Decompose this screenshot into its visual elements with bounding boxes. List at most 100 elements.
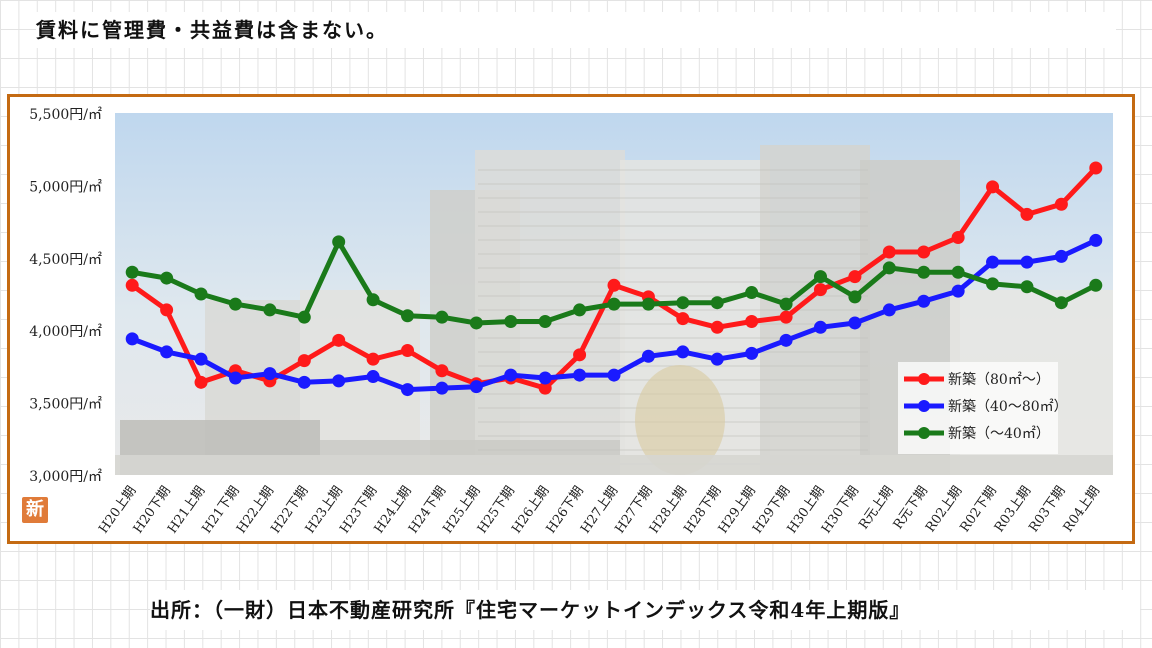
y-tick-label: 4,500円/㎡	[29, 252, 102, 268]
data-point	[882, 245, 896, 259]
data-point	[1054, 296, 1068, 310]
data-point	[297, 354, 311, 368]
street-shape	[115, 455, 1113, 475]
data-point	[882, 261, 896, 275]
series-1	[125, 233, 1103, 397]
data-point	[435, 310, 449, 324]
legend: 新築（80㎡～） 新築（40～80㎡） 新築（～40㎡）	[898, 362, 1068, 454]
data-point	[710, 352, 724, 366]
series-2	[125, 235, 1103, 330]
rent-note: 賃料に管理費・共益費は含まない。	[36, 12, 1116, 48]
data-point	[1020, 255, 1034, 269]
data-point	[641, 297, 655, 311]
data-point	[986, 277, 1000, 291]
data-point	[366, 293, 380, 307]
data-point	[745, 346, 759, 360]
legend-label: 新築（40～80㎡）	[948, 399, 1068, 415]
x-tick-label: R元上期	[856, 484, 896, 533]
data-point	[538, 315, 552, 329]
data-point	[573, 348, 587, 362]
data-point	[125, 278, 139, 292]
data-point	[986, 255, 1000, 269]
data-point	[160, 345, 174, 359]
data-point	[469, 380, 483, 394]
y-tick-label: 5,000円/㎡	[29, 179, 102, 195]
data-point	[160, 303, 174, 317]
y-tick-label: 4,000円/㎡	[29, 324, 102, 340]
data-point	[917, 245, 931, 259]
data-point	[848, 290, 862, 304]
data-point	[194, 375, 208, 389]
data-point	[504, 368, 518, 382]
data-point	[366, 352, 380, 366]
data-point	[676, 312, 690, 326]
data-point	[710, 296, 724, 310]
data-point	[194, 287, 208, 301]
data-point	[194, 352, 208, 366]
data-point	[986, 180, 1000, 194]
data-point	[779, 297, 793, 311]
data-point	[813, 270, 827, 284]
data-point	[676, 345, 690, 359]
data-point	[641, 349, 655, 363]
data-point	[917, 294, 931, 308]
data-point	[160, 271, 174, 285]
data-point	[125, 332, 139, 346]
data-point	[1054, 249, 1068, 263]
y-tick-label: 3,000円/㎡	[29, 469, 102, 485]
data-point	[125, 265, 139, 279]
source-citation: 出所：（一財）日本不動産研究所『住宅マーケットインデックス令和4年上期版』	[150, 590, 1140, 630]
data-point	[401, 343, 415, 357]
data-point	[263, 303, 277, 317]
data-point	[228, 371, 242, 385]
data-point	[745, 315, 759, 329]
data-point	[917, 265, 931, 279]
legend-swatch-marker	[918, 400, 930, 412]
data-point	[401, 309, 415, 323]
data-point	[573, 303, 587, 317]
data-point	[745, 286, 759, 300]
data-point	[573, 368, 587, 382]
legend-label: 新築（～40㎡）	[948, 426, 1050, 442]
y-tick-label: 5,500円/㎡	[29, 107, 102, 123]
legend-swatch-marker	[918, 373, 930, 385]
data-point	[779, 333, 793, 347]
data-point	[676, 296, 690, 310]
data-point	[848, 316, 862, 330]
data-point	[469, 316, 483, 330]
data-point	[538, 381, 552, 395]
data-point	[297, 310, 311, 324]
data-point	[951, 231, 965, 245]
data-point	[1020, 207, 1034, 221]
series-group	[125, 161, 1103, 397]
new-badge-icon: 新	[22, 497, 48, 523]
data-point	[1089, 161, 1103, 175]
data-point	[813, 320, 827, 334]
data-point	[882, 303, 896, 317]
data-point	[435, 364, 449, 378]
data-point	[710, 320, 724, 334]
data-point	[435, 381, 449, 395]
data-point	[538, 371, 552, 385]
data-point	[1054, 197, 1068, 211]
data-point	[263, 367, 277, 381]
data-point	[813, 283, 827, 297]
tree-shape	[635, 365, 725, 475]
data-point	[607, 278, 621, 292]
legend-swatch-marker	[918, 427, 930, 439]
data-point	[228, 297, 242, 311]
data-point	[779, 310, 793, 324]
data-point	[951, 284, 965, 298]
data-point	[504, 315, 518, 329]
y-tick-label: 3,500円/㎡	[29, 397, 102, 413]
legend-label: 新築（80㎡～）	[948, 372, 1050, 388]
data-point	[848, 270, 862, 284]
data-point	[1089, 233, 1103, 247]
data-point	[332, 235, 346, 249]
data-point	[951, 265, 965, 279]
data-point	[401, 383, 415, 397]
data-point	[1089, 278, 1103, 292]
data-point	[607, 297, 621, 311]
data-point	[366, 370, 380, 384]
